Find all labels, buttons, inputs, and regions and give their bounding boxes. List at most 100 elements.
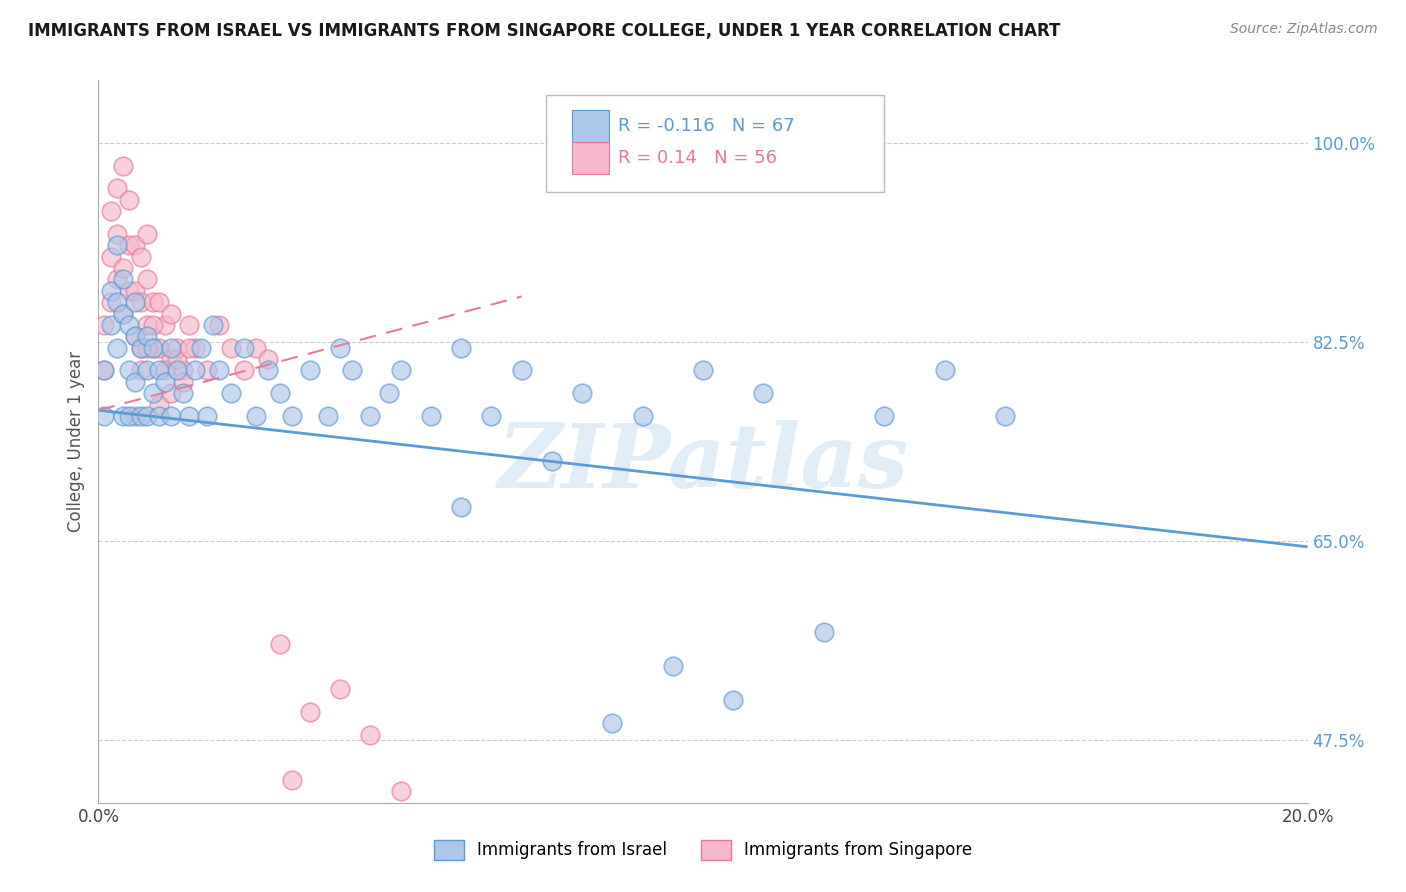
Text: ZIPatlas: ZIPatlas: [498, 420, 908, 507]
Point: [129, 341, 152, 355]
Point: [221, 386, 243, 401]
Text: Source: ZipAtlas.com: Source: ZipAtlas.com: [1230, 22, 1378, 37]
Point: [202, 318, 225, 332]
Point: [172, 386, 194, 401]
Point: [148, 341, 170, 355]
Point: [135, 409, 157, 423]
Point: [166, 363, 188, 377]
Point: [124, 329, 146, 343]
Legend: Immigrants from Israel, Immigrants from Singapore: Immigrants from Israel, Immigrants from …: [427, 833, 979, 867]
Point: [153, 375, 176, 389]
Point: [100, 284, 122, 298]
FancyBboxPatch shape: [546, 95, 884, 193]
Point: [160, 409, 183, 423]
Point: [184, 341, 207, 355]
Point: [118, 409, 141, 423]
Point: [135, 329, 157, 343]
Point: [111, 272, 134, 286]
Point: [232, 341, 254, 355]
Point: [111, 260, 134, 275]
Point: [450, 341, 472, 355]
Text: R = 0.14   N = 56: R = 0.14 N = 56: [619, 149, 778, 168]
Point: [195, 363, 218, 377]
Point: [129, 363, 152, 377]
Point: [124, 375, 146, 389]
Point: [269, 636, 291, 650]
Point: [129, 341, 152, 355]
Point: [752, 386, 775, 401]
Point: [166, 352, 188, 367]
Point: [510, 363, 533, 377]
Point: [329, 341, 352, 355]
Point: [148, 295, 170, 310]
Point: [129, 409, 152, 423]
Point: [111, 306, 134, 320]
Point: [269, 386, 291, 401]
Point: [179, 318, 201, 332]
Point: [135, 272, 157, 286]
Point: [118, 193, 141, 207]
Point: [105, 341, 128, 355]
Point: [100, 204, 122, 219]
Point: [129, 295, 152, 310]
Point: [105, 181, 128, 195]
Point: [93, 363, 115, 377]
Point: [316, 409, 339, 423]
Point: [873, 409, 896, 423]
Point: [142, 295, 165, 310]
Text: IMMIGRANTS FROM ISRAEL VS IMMIGRANTS FROM SINGAPORE COLLEGE, UNDER 1 YEAR CORREL: IMMIGRANTS FROM ISRAEL VS IMMIGRANTS FRO…: [28, 22, 1060, 40]
Point: [142, 341, 165, 355]
Point: [105, 272, 128, 286]
Point: [389, 784, 412, 798]
Point: [179, 341, 201, 355]
Point: [389, 363, 412, 377]
Point: [93, 318, 115, 332]
Point: [342, 363, 364, 377]
Point: [124, 295, 146, 310]
Y-axis label: College, Under 1 year: College, Under 1 year: [66, 351, 84, 533]
Point: [105, 227, 128, 241]
Point: [129, 250, 152, 264]
Point: [93, 363, 115, 377]
Point: [118, 363, 141, 377]
Point: [153, 318, 176, 332]
Text: R = -0.116   N = 67: R = -0.116 N = 67: [619, 117, 796, 135]
Point: [281, 772, 304, 787]
Point: [148, 363, 170, 377]
Point: [160, 306, 183, 320]
Point: [153, 363, 176, 377]
Point: [813, 625, 835, 640]
Point: [118, 238, 141, 252]
Point: [420, 409, 443, 423]
Point: [93, 409, 115, 423]
Point: [118, 318, 141, 332]
Point: [118, 284, 141, 298]
Point: [100, 295, 122, 310]
Point: [190, 341, 212, 355]
Point: [540, 454, 562, 468]
Point: [329, 681, 352, 696]
Point: [135, 363, 157, 377]
Point: [208, 318, 231, 332]
Point: [195, 409, 218, 423]
Point: [571, 386, 593, 401]
Point: [692, 363, 714, 377]
Point: [360, 409, 382, 423]
Point: [994, 409, 1017, 423]
Point: [245, 341, 267, 355]
Point: [221, 341, 243, 355]
Point: [124, 284, 146, 298]
FancyBboxPatch shape: [572, 110, 609, 142]
Point: [723, 693, 745, 707]
Point: [281, 409, 304, 423]
Point: [299, 363, 322, 377]
Point: [172, 375, 194, 389]
Point: [100, 250, 122, 264]
Point: [124, 238, 146, 252]
Point: [160, 341, 183, 355]
Point: [661, 659, 683, 673]
Point: [160, 386, 183, 401]
Point: [360, 727, 382, 741]
Point: [124, 409, 146, 423]
Point: [377, 386, 399, 401]
